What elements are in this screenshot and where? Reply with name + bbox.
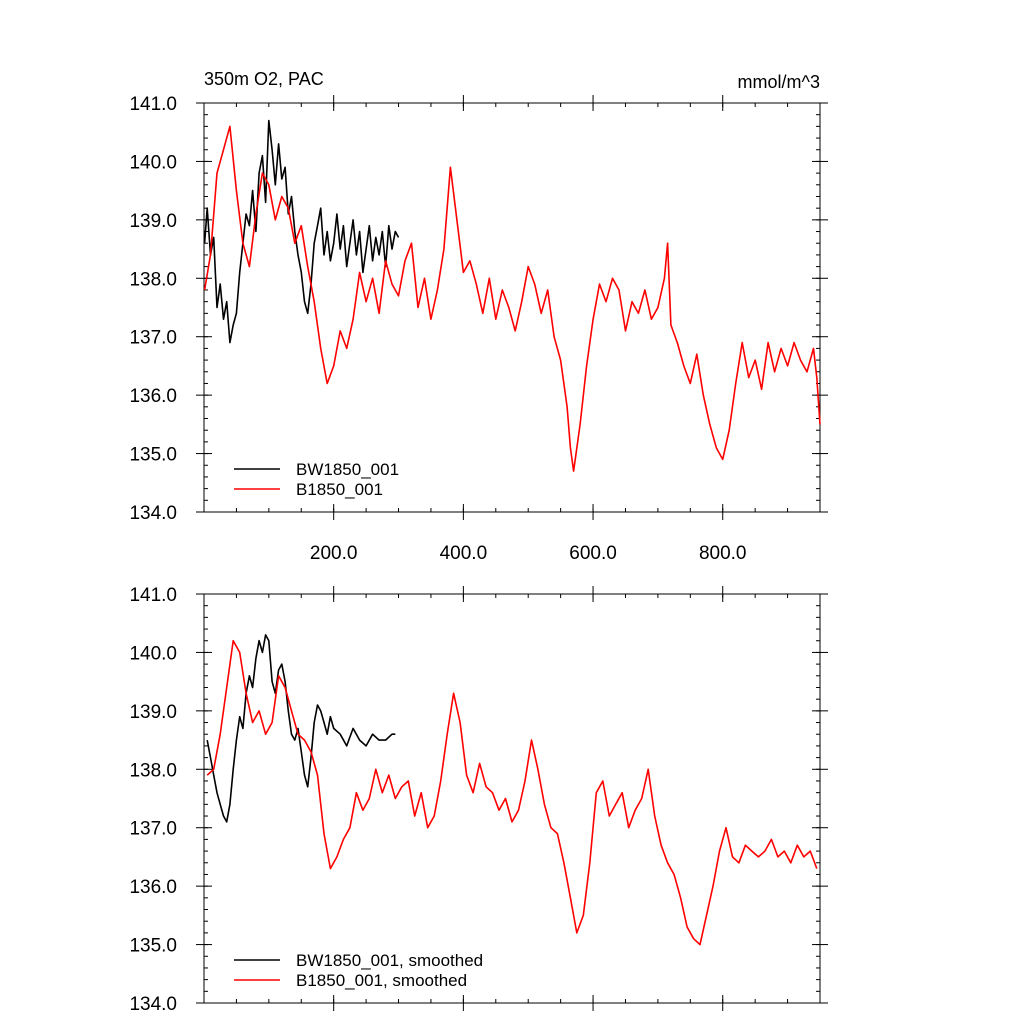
y-tick-label: 141.0 (129, 94, 177, 115)
y-tick-label: 139.0 (129, 211, 177, 232)
chart-title-left: 350m O2, PAC (204, 69, 324, 89)
x-tick-label: 400.0 (440, 543, 488, 564)
series-line-1 (206, 639, 818, 946)
y-tick-label: 135.0 (129, 936, 177, 957)
y-tick-label: 136.0 (129, 386, 177, 407)
legend-label: BW1850_001, smoothed (296, 951, 483, 970)
chart-title-right: mmol/m^3 (738, 72, 820, 92)
y-tick-label: 134.0 (129, 994, 177, 1015)
plot-frame (203, 593, 821, 1004)
series-line-0 (203, 119, 400, 344)
series-line-0 (206, 634, 396, 823)
plot-frame (203, 102, 821, 513)
x-tick-label: 200.0 (310, 543, 358, 564)
y-tick-label: 139.0 (129, 702, 177, 723)
y-tick-label: 138.0 (129, 760, 177, 781)
bottom-panel: 134.0 135.0 136.0 137.0 138.0 139.0 140.0 141.0… (129, 585, 828, 1015)
y-tick-label: 137.0 (129, 819, 177, 840)
y-tick-label: 140.0 (129, 152, 177, 173)
y-tick-label: 140.0 (129, 643, 177, 664)
x-tick-label: 600.0 (569, 543, 617, 564)
x-tick-label: 800.0 (699, 543, 747, 564)
y-tick-label: 138.0 (129, 269, 177, 290)
legend-label: BW1850_001 (296, 460, 399, 479)
top-panel: 134.0 135.0 136.0 137.0 138.0 139.0 140.0 141.0… (129, 94, 828, 564)
y-tick-label: 135.0 (129, 445, 177, 466)
legend-label: B1850_001 (296, 480, 383, 499)
y-tick-label: 136.0 (129, 877, 177, 898)
y-tick-label: 141.0 (129, 585, 177, 606)
y-tick-label: 134.0 (129, 503, 177, 524)
y-tick-label: 137.0 (129, 328, 177, 349)
legend-label: B1850_001, smoothed (296, 971, 467, 990)
series-line-1 (203, 125, 821, 472)
